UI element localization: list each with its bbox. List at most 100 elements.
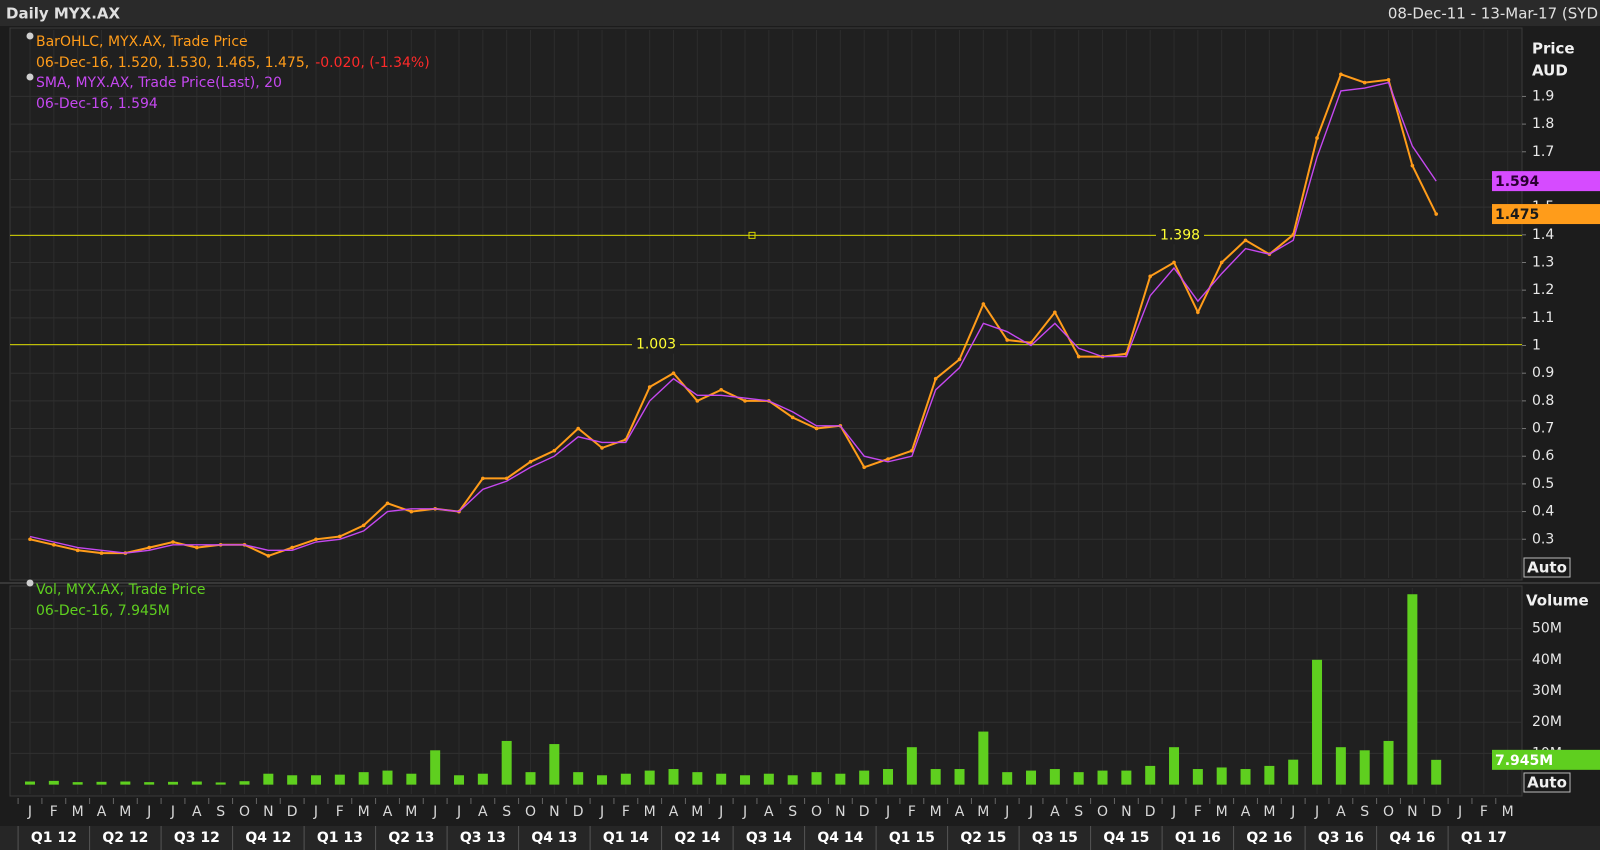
x-tick-label: A	[97, 804, 107, 820]
x-tick-label: M	[1263, 804, 1275, 820]
price-point	[314, 537, 318, 542]
price-point	[1029, 340, 1033, 345]
price-panel	[9, 27, 1523, 581]
y-tick-label: 50M	[1532, 621, 1562, 637]
x-tick-label: A	[1241, 804, 1251, 820]
quarter-label: Q4 12	[245, 830, 291, 846]
volume-bar	[1431, 759, 1442, 785]
price-line	[29, 73, 1438, 557]
reference-handle	[748, 231, 756, 239]
volume-bar	[978, 731, 989, 785]
x-tick-label: J	[313, 804, 318, 820]
volume-bar	[1026, 770, 1037, 785]
auto-button[interactable]	[1523, 557, 1571, 578]
price-point	[1339, 72, 1343, 77]
x-tick-label: N	[263, 804, 273, 820]
x-tick-label: A	[1050, 804, 1060, 820]
price-point	[886, 457, 890, 461]
legend-change: -0.020, (-1.34%)	[315, 55, 429, 71]
volume-bar	[1383, 740, 1394, 785]
x-tick-label: M	[119, 804, 131, 820]
y-tick-label: 0.6	[1532, 448, 1554, 464]
x-tick-label: O	[239, 804, 250, 820]
sma-line	[29, 81, 1437, 554]
quarter-label: Q2 13	[388, 830, 434, 846]
x-tick-label: S	[502, 804, 511, 820]
y-tick-label: 1.1	[1532, 310, 1554, 326]
x-tick-label: J	[146, 804, 151, 820]
price-point	[147, 545, 151, 550]
auto-button-label[interactable]: Auto	[1527, 559, 1567, 577]
x-tick-label: S	[216, 804, 225, 820]
quarter-label: Q1 14	[603, 830, 649, 846]
x-tick-label: D	[573, 804, 584, 820]
volume-bar	[859, 770, 870, 785]
x-tick-label: M	[405, 804, 417, 820]
x-tick-label: J	[1314, 804, 1319, 820]
x-tick-label: O	[1383, 804, 1394, 820]
last-value-marker	[1492, 171, 1600, 192]
x-tick-label: N	[1407, 804, 1417, 820]
volume-bar	[334, 774, 345, 785]
x-tick-label: J	[170, 804, 175, 820]
x-tick-label: F	[1480, 804, 1488, 820]
price-point	[600, 446, 604, 450]
price-point	[528, 459, 533, 464]
x-tick-label: N	[835, 804, 845, 820]
price-point	[671, 371, 676, 375]
x-tick-label: O	[525, 804, 536, 820]
y-tick-label: 30M	[1532, 683, 1562, 699]
auto-button-label[interactable]: Auto	[1527, 774, 1567, 792]
quarter-label: Q4 14	[817, 830, 863, 846]
price-point	[171, 540, 175, 544]
legend-detail: 06-Dec-16, 1.520, 1.530, 1.465, 1.475,	[36, 55, 309, 71]
volume-bar	[48, 780, 59, 785]
price-point	[481, 476, 485, 481]
volume-bar	[406, 773, 417, 785]
price-point	[1434, 212, 1438, 216]
quarter-label: Q4 16	[1389, 830, 1435, 846]
date-range: 08-Dec-11 - 13-Mar-17 (SYD	[1388, 5, 1598, 23]
volume-bar	[1097, 770, 1108, 785]
x-tick-label: J	[27, 804, 32, 820]
price-point	[290, 545, 294, 550]
volume-bar	[120, 781, 131, 785]
x-tick-label: M	[930, 804, 942, 820]
x-tick-label: J	[1028, 804, 1033, 820]
price-point	[552, 448, 557, 453]
x-tick-label: N	[1121, 804, 1131, 820]
price-point	[28, 537, 32, 542]
quarter-label: Q1 15	[889, 830, 935, 846]
volume-bar	[1192, 769, 1203, 785]
quarter-label: Q1 13	[317, 830, 363, 846]
x-tick-label: F	[50, 804, 58, 820]
reference-label-bg	[1156, 226, 1204, 245]
quarter-label: Q2 15	[960, 830, 1006, 846]
volume-bar	[1312, 659, 1323, 785]
price-point	[933, 376, 938, 381]
price-point	[862, 465, 866, 470]
x-tick-label: M	[1502, 804, 1514, 820]
volume-bar	[263, 773, 274, 785]
x-tick-label: S	[788, 804, 797, 820]
legend-series: Vol, MYX.AX, Trade Price	[36, 582, 206, 598]
quarter-label: Q1 16	[1175, 830, 1221, 846]
x-tick-label: S	[1360, 804, 1369, 820]
last-value-marker	[1492, 749, 1600, 770]
volume-bar	[811, 772, 822, 785]
price-point	[338, 534, 342, 539]
auto-button[interactable]	[1523, 772, 1571, 793]
price-point	[790, 415, 795, 420]
quarter-label: Q2 16	[1246, 830, 1292, 846]
price-point	[99, 551, 104, 555]
x-tick-label: M	[1216, 804, 1228, 820]
volume-bar	[787, 775, 798, 785]
legend-series: SMA, MYX.AX, Trade Price(Last), 20	[36, 75, 282, 91]
price-point	[361, 523, 366, 528]
quarter-label: Q2 12	[102, 830, 148, 846]
price-point	[504, 476, 509, 481]
price-point	[195, 545, 199, 550]
volume-bar	[525, 772, 536, 785]
volume-bar	[430, 750, 441, 785]
